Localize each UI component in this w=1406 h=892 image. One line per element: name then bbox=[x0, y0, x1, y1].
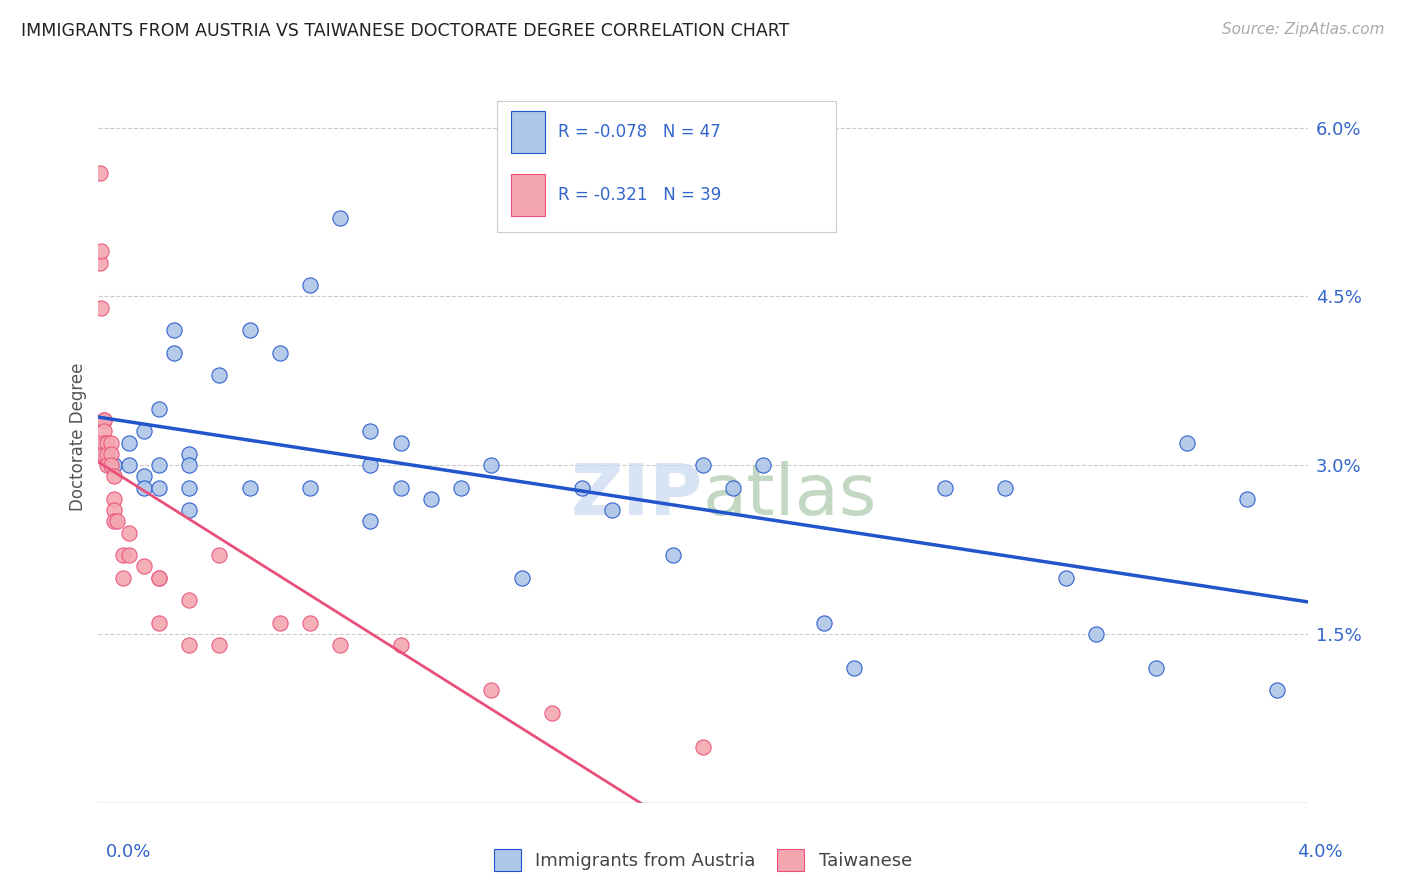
Point bbox=[118, 548, 141, 562]
Point bbox=[1175, 435, 1198, 450]
Point bbox=[239, 323, 262, 337]
Point bbox=[96, 435, 118, 450]
Point bbox=[132, 481, 155, 495]
Point bbox=[1054, 571, 1077, 585]
Point bbox=[723, 481, 745, 495]
Point bbox=[103, 503, 125, 517]
Point bbox=[93, 447, 115, 461]
Point bbox=[148, 481, 170, 495]
Point bbox=[208, 368, 231, 383]
Point bbox=[360, 425, 382, 439]
Point bbox=[179, 593, 201, 607]
Point bbox=[389, 638, 412, 652]
Point bbox=[329, 638, 352, 652]
Point bbox=[299, 615, 322, 630]
Point bbox=[299, 278, 322, 293]
Point bbox=[1146, 661, 1168, 675]
Point bbox=[132, 469, 155, 483]
Point bbox=[510, 571, 533, 585]
Point bbox=[661, 548, 683, 562]
Text: ZIP: ZIP bbox=[571, 461, 703, 530]
Point bbox=[208, 638, 231, 652]
Point bbox=[96, 447, 118, 461]
Point bbox=[179, 447, 201, 461]
Point bbox=[132, 559, 155, 574]
Point bbox=[360, 515, 382, 529]
Text: 4.0%: 4.0% bbox=[1298, 843, 1343, 861]
Point bbox=[269, 345, 291, 359]
Point bbox=[93, 413, 115, 427]
Point bbox=[934, 481, 956, 495]
Point bbox=[179, 458, 201, 473]
Point bbox=[813, 615, 835, 630]
Point bbox=[132, 425, 155, 439]
Point bbox=[100, 447, 122, 461]
Point bbox=[118, 525, 141, 540]
Point bbox=[389, 481, 412, 495]
Point bbox=[692, 739, 714, 754]
Point bbox=[96, 458, 118, 473]
Point bbox=[103, 469, 125, 483]
Point bbox=[602, 503, 624, 517]
Point bbox=[752, 458, 775, 473]
Point bbox=[90, 301, 112, 315]
Point bbox=[90, 244, 112, 259]
Point bbox=[100, 435, 122, 450]
Point bbox=[481, 683, 503, 698]
Point bbox=[540, 706, 562, 720]
Point bbox=[450, 481, 472, 495]
Point bbox=[389, 435, 412, 450]
Point bbox=[269, 615, 291, 630]
Y-axis label: Doctorate Degree: Doctorate Degree bbox=[69, 363, 87, 511]
Point bbox=[360, 458, 382, 473]
Text: Source: ZipAtlas.com: Source: ZipAtlas.com bbox=[1222, 22, 1385, 37]
Point bbox=[103, 491, 125, 506]
Point bbox=[1236, 491, 1258, 506]
Point bbox=[481, 458, 503, 473]
Text: IMMIGRANTS FROM AUSTRIA VS TAIWANESE DOCTORATE DEGREE CORRELATION CHART: IMMIGRANTS FROM AUSTRIA VS TAIWANESE DOC… bbox=[21, 22, 789, 40]
Point bbox=[105, 515, 128, 529]
Point bbox=[103, 515, 125, 529]
Point bbox=[179, 503, 201, 517]
Point bbox=[163, 345, 186, 359]
Point bbox=[208, 548, 231, 562]
Point bbox=[103, 458, 125, 473]
Point bbox=[692, 458, 714, 473]
Point bbox=[148, 458, 170, 473]
Point bbox=[148, 615, 170, 630]
Point bbox=[239, 481, 262, 495]
Point bbox=[118, 458, 141, 473]
Point bbox=[111, 548, 134, 562]
Point bbox=[179, 481, 201, 495]
Point bbox=[299, 481, 322, 495]
Point bbox=[89, 255, 111, 269]
Point bbox=[844, 661, 866, 675]
Point bbox=[93, 435, 115, 450]
Point bbox=[111, 571, 134, 585]
Point bbox=[994, 481, 1017, 495]
Point bbox=[100, 458, 122, 473]
Point bbox=[329, 211, 352, 225]
Point bbox=[1267, 683, 1289, 698]
Point bbox=[148, 401, 170, 416]
Point bbox=[179, 638, 201, 652]
Point bbox=[571, 481, 593, 495]
Point bbox=[89, 166, 111, 180]
Point bbox=[118, 435, 141, 450]
Point bbox=[93, 425, 115, 439]
Point bbox=[148, 571, 170, 585]
Point bbox=[163, 323, 186, 337]
Point bbox=[148, 571, 170, 585]
Legend: Immigrants from Austria, Taiwanese: Immigrants from Austria, Taiwanese bbox=[486, 842, 920, 879]
Point bbox=[1085, 627, 1108, 641]
Text: 0.0%: 0.0% bbox=[105, 843, 150, 861]
Point bbox=[93, 413, 115, 427]
Point bbox=[420, 491, 443, 506]
Text: atlas: atlas bbox=[703, 461, 877, 530]
